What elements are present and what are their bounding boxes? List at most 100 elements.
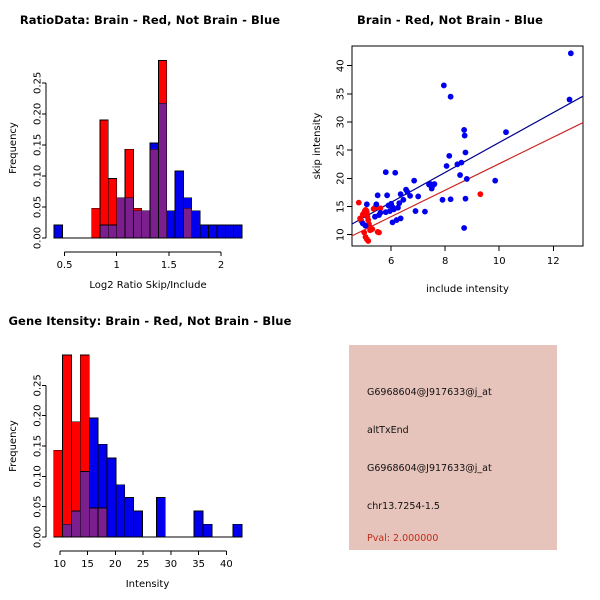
histogram-bar-notbrain	[216, 224, 226, 239]
scatter-point	[492, 177, 499, 184]
x-tick-label: 15	[81, 559, 94, 570]
histogram-bar-notbrain	[224, 224, 234, 239]
scatter-point	[415, 193, 422, 200]
x-tick-label: 10	[493, 256, 506, 267]
y-tick-label: 35	[336, 88, 347, 101]
histogram-bar-notbrain	[124, 497, 135, 538]
scatter-point	[396, 200, 403, 207]
ratio-histogram-title: RatioData: Brain - Red, Not Brain - Blue	[19, 13, 281, 27]
y-tick-label: 25	[336, 144, 347, 157]
scatter-point	[363, 201, 370, 208]
scatter-point	[407, 192, 413, 199]
scatter-point	[376, 229, 382, 236]
scatter-point	[463, 176, 470, 182]
histogram-bar-overlap	[158, 102, 168, 239]
scatter-point	[363, 209, 370, 216]
histogram-bar-notbrain	[53, 224, 63, 239]
probe-id-repeat: G6968604@J917633@j_at	[367, 463, 492, 474]
ratio-histogram-plot: 0.00 0.05 0.10 0.15 0.20 0.25 0.5 1 1.5 2 Log2 Rat…	[8, 60, 243, 291]
histogram-bar-notbrain	[202, 523, 213, 538]
scatter-point	[458, 159, 465, 166]
x-tick-label: 0.5	[57, 260, 73, 271]
histogram-bar-notbrain	[133, 510, 143, 538]
scatter-point	[411, 177, 418, 184]
histogram-bar-notbrain	[174, 170, 184, 239]
histogram-bar-overlap	[141, 210, 151, 239]
scatter-point	[369, 226, 376, 232]
plot-frame	[351, 45, 584, 247]
histogram-bar-notbrain	[155, 497, 166, 538]
y-tick-label: 0.00	[33, 526, 44, 548]
y-tick-label: 0.15	[33, 134, 44, 156]
y-tick-label: 0.20	[33, 405, 44, 427]
pval-label: Pval: 2.000000	[367, 533, 439, 544]
y-axis-title: Frequency	[8, 420, 19, 472]
scatter-point	[397, 191, 404, 198]
histogram-bar-brain	[79, 354, 90, 472]
intensity-scatter-plot: 10 15 20 25 30 35 40 6 8 10 12 include intensity ski…	[312, 45, 584, 295]
scatter-point	[457, 172, 463, 178]
event-type: altTxEnd	[367, 425, 409, 436]
y-axis-title: Frequency	[8, 122, 19, 174]
scatter-point	[355, 199, 362, 206]
histogram-bar-overlap	[107, 224, 118, 239]
x-tick-label: 25	[137, 559, 150, 570]
y-tick-label: 0.05	[33, 496, 44, 518]
histogram-bar-overlap	[62, 523, 72, 538]
scatter-point	[377, 205, 384, 212]
histogram-bar-overlap	[183, 207, 193, 239]
x-tick-label: 12	[547, 256, 560, 267]
scatter-point	[462, 149, 469, 156]
panel-intensity-scatter: Brain - Red, Not Brain - Blue 10 15 20 25 30…	[300, 0, 600, 300]
histogram-bar-overlap	[149, 148, 159, 239]
scatter-point	[431, 181, 438, 187]
scatter-point	[447, 196, 454, 203]
x-axis-title: Intensity	[126, 579, 170, 590]
panel-gene-histogram: Gene Itensity: Brain - Red, Not Brain - …	[0, 300, 300, 600]
y-tick-label: 10	[336, 228, 347, 241]
y-axis-title: skip intensity	[312, 113, 323, 180]
y-tick-label: 40	[336, 59, 347, 72]
histogram-bar-overlap	[71, 510, 81, 538]
histogram-bar-brain	[107, 178, 118, 226]
histogram-bar-brain	[53, 449, 63, 538]
histogram-bar-overlap	[116, 197, 126, 239]
gene-histogram-title: Gene Itensity: Brain - Red, Not Brain - …	[8, 314, 292, 328]
x-axis-title: Log2 Ratio Skip/Include	[89, 280, 206, 291]
scatter-point	[461, 225, 468, 231]
histogram-bar-overlap	[79, 471, 90, 538]
scatter-point	[389, 219, 396, 226]
histogram-bar-notbrain	[208, 224, 218, 239]
x-tick-label: 30	[164, 559, 177, 570]
histogram-bar-notbrain	[191, 210, 201, 239]
scatter-point	[422, 208, 428, 215]
y-tick-label: 0.25	[33, 374, 44, 396]
histogram-bar-brain	[71, 421, 81, 512]
panel-ratio-histogram: RatioData: Brain - Red, Not Brain - Blue…	[0, 0, 300, 300]
scatter-point	[503, 129, 509, 136]
scatter-point	[447, 93, 454, 100]
x-tick-label: 35	[192, 559, 205, 570]
histogram-bar-notbrain	[232, 523, 243, 538]
scatter-point	[440, 82, 447, 89]
scatter-point	[567, 50, 574, 57]
histogram-bar-overlap	[132, 210, 143, 239]
scatter-point	[382, 209, 389, 216]
scatter-point	[382, 169, 389, 176]
histogram-bar-brain	[99, 119, 109, 226]
y-tick-label: 30	[336, 116, 347, 129]
y-tick-label: 0.10	[33, 465, 44, 487]
histogram-bar-overlap	[99, 224, 109, 239]
y-tick-label: 0.10	[33, 165, 44, 187]
histogram-bar-brain	[158, 60, 168, 104]
scatter-point	[439, 196, 446, 203]
histogram-bar-notbrain	[233, 224, 243, 239]
x-tick-label: 2	[218, 260, 224, 271]
histogram-bar-overlap	[97, 507, 108, 538]
scatter-point	[362, 222, 369, 229]
x-tick-label: 1	[114, 260, 120, 271]
scatter-point	[365, 238, 372, 244]
scatter-point	[461, 132, 468, 139]
locus: chr13.7254-1.5	[367, 501, 440, 512]
